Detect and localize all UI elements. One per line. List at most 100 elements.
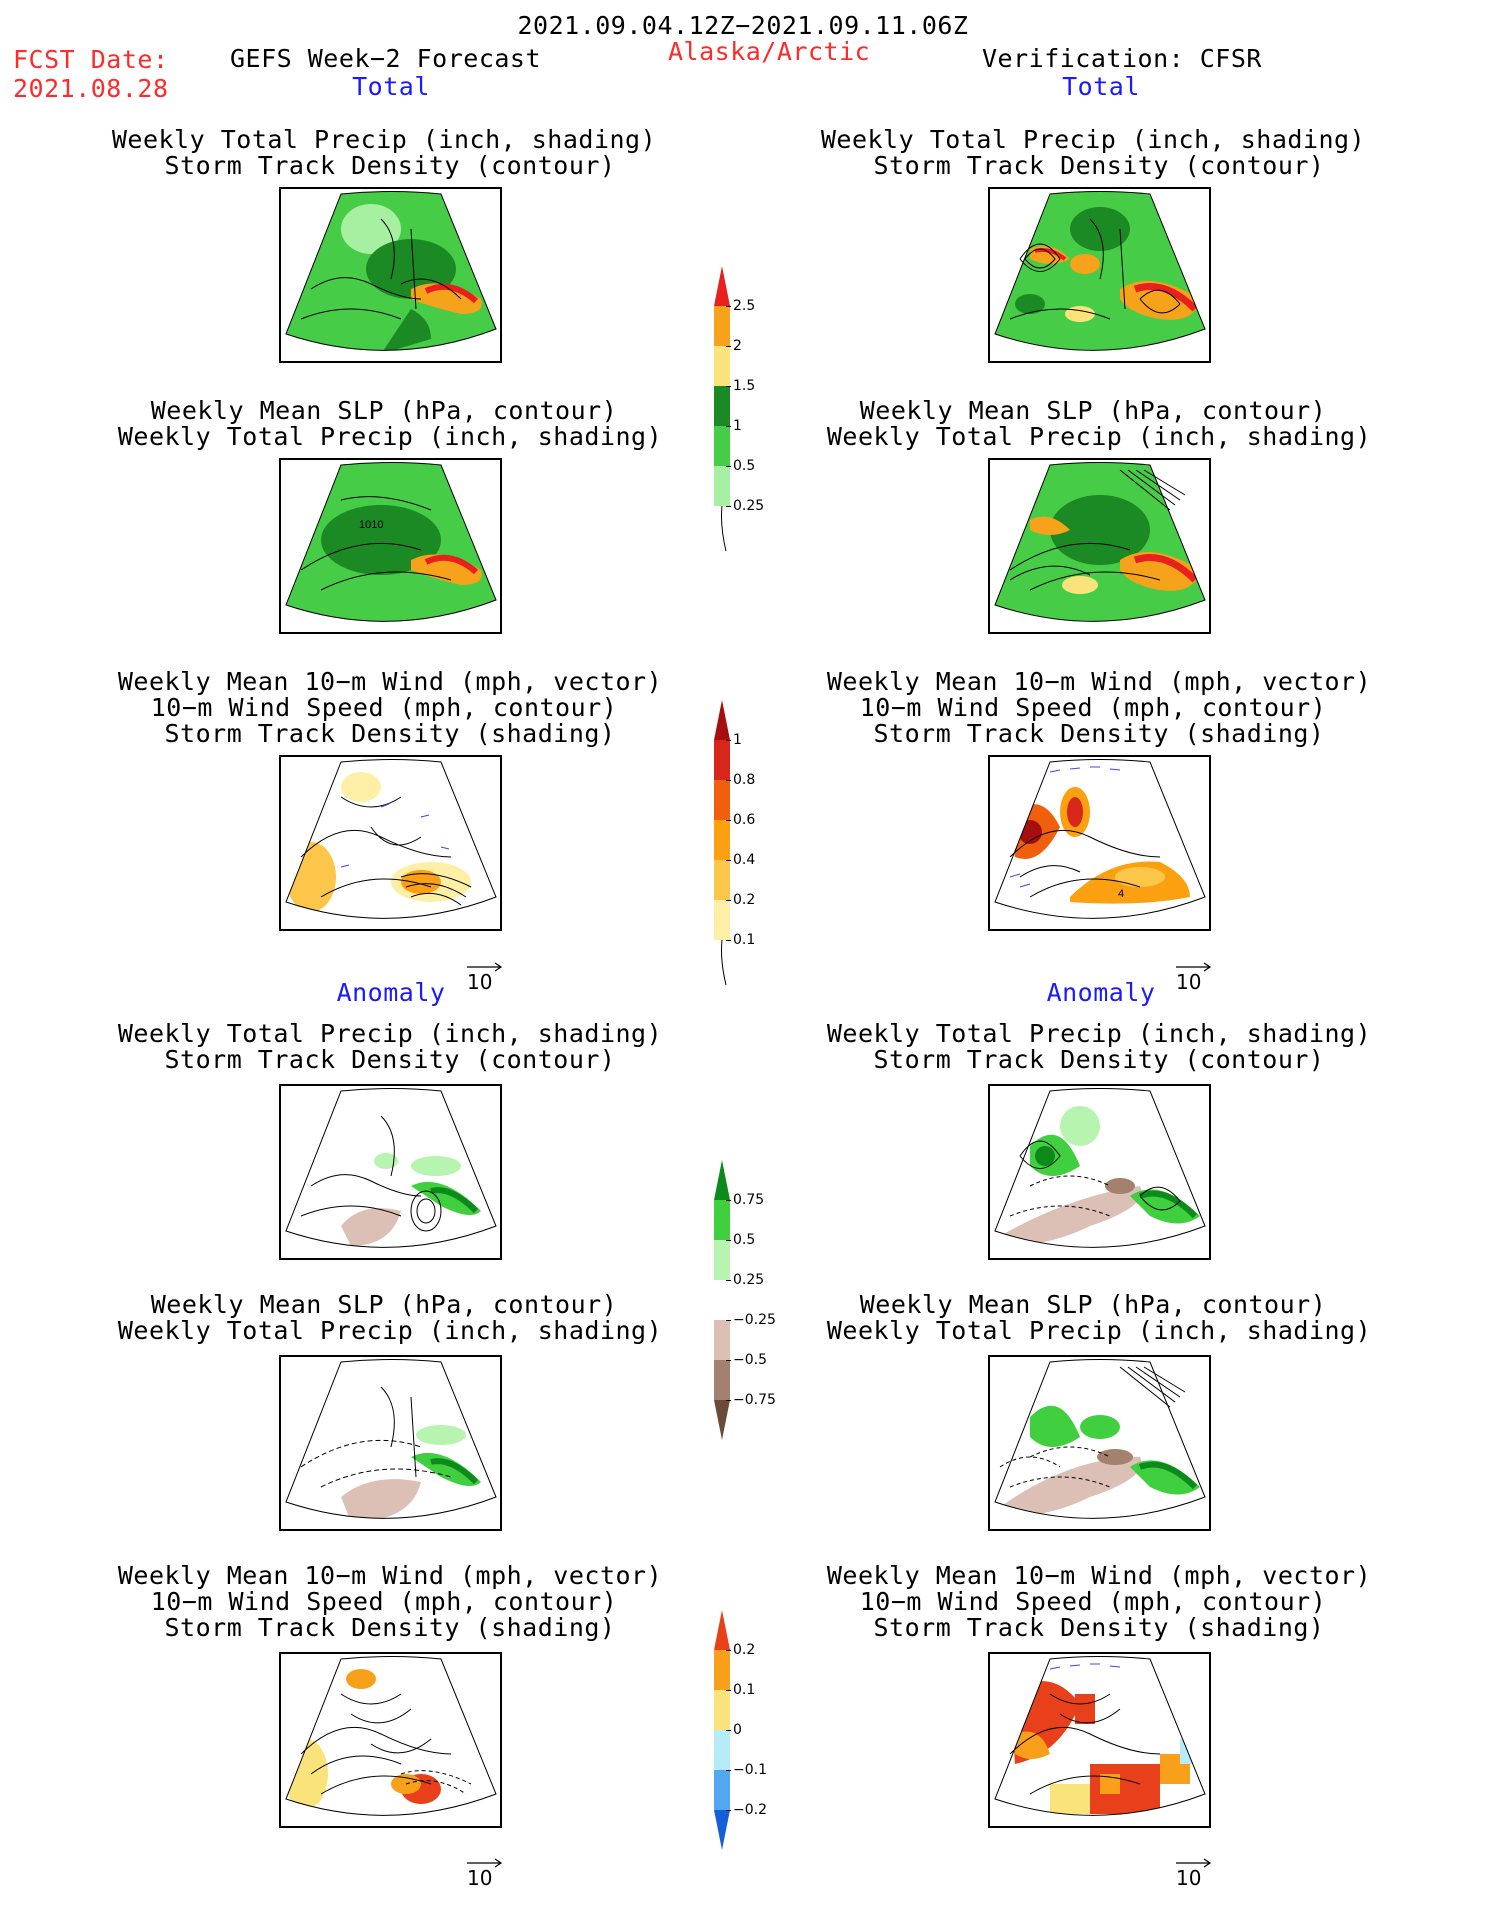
colorbar-tick <box>726 1400 731 1401</box>
map-total-slp-precip-forecast: 1010 <box>279 458 502 634</box>
fcst-date-value: 2021.08.28 <box>13 74 169 103</box>
colorbar-tick-label: −0.1 <box>733 1762 767 1778</box>
colorbar-tick-label: −0.2 <box>733 1802 767 1818</box>
map-anom-slp-precip-forecast <box>279 1355 502 1531</box>
colorbar-tick <box>726 740 731 741</box>
colorbar-tail <box>721 505 727 552</box>
title-l6-b: 10−m Wind Speed (mph, contour) <box>150 1587 618 1616</box>
title-r2-b: Weekly Total Precip (inch, shading) <box>826 422 1372 451</box>
colorbar-tick-label: 0.25 <box>733 1272 765 1288</box>
colorbar-swatch <box>714 1400 730 1440</box>
colorbar-swatch <box>714 1160 730 1200</box>
title-r3-b: 10−m Wind Speed (mph, contour) <box>859 693 1327 722</box>
colorbar-swatch <box>714 1280 730 1320</box>
colorbar-swatch <box>714 1320 730 1360</box>
title-l6-c: Storm Track Density (shading) <box>164 1613 616 1642</box>
map-total-wind-track-verif: 4 <box>988 755 1211 931</box>
map-anom-slp-precip-verif <box>988 1355 1211 1531</box>
colorbar-tick-label: 0.25 <box>733 498 765 514</box>
vector-ref-arrow-4 <box>1176 1858 1212 1868</box>
section-total-left: Total <box>352 72 430 101</box>
colorbar-swatch <box>714 1690 730 1730</box>
map-anom-wind-track-verif <box>988 1652 1211 1828</box>
colorbar-swatch <box>714 740 730 780</box>
colorbar-total_track <box>714 700 730 986</box>
title-r6-a: Weekly Mean 10−m Wind (mph, vector) <box>826 1561 1372 1590</box>
colorbar-swatch <box>714 1610 730 1650</box>
colorbar-tick <box>726 1360 731 1361</box>
section-total-right: Total <box>1062 72 1140 101</box>
colorbar-tick <box>726 1240 731 1241</box>
colorbar-tail <box>721 939 727 986</box>
vector-ref-arrow-2 <box>1176 962 1212 972</box>
colorbar-swatch <box>714 1240 730 1280</box>
colorbar-tick-label: 0.1 <box>733 1682 756 1698</box>
title-r6-c: Storm Track Density (shading) <box>873 1613 1325 1642</box>
colorbar-tick <box>726 506 731 507</box>
vector-ref-label-3: 10 <box>467 1866 493 1890</box>
colorbar-anom_track <box>714 1610 730 1850</box>
title-r6-b: 10−m Wind Speed (mph, contour) <box>859 1587 1327 1616</box>
vector-ref-arrow-3 <box>467 1858 503 1868</box>
colorbar-tick-label: −0.75 <box>733 1392 776 1408</box>
colorbar-swatch <box>714 1360 730 1400</box>
title-r3-a: Weekly Mean 10−m Wind (mph, vector) <box>826 667 1372 696</box>
title-l3-a: Weekly Mean 10−m Wind (mph, vector) <box>117 667 663 696</box>
period-title: 2021.09.04.12Z−2021.09.11.06Z <box>517 11 969 40</box>
title-l4-a: Weekly Total Precip (inch, shading) <box>117 1019 663 1048</box>
map-anom-precip-track-forecast <box>279 1084 502 1260</box>
colorbar-tick <box>726 780 731 781</box>
colorbar-tick <box>726 1280 731 1281</box>
section-anomaly-right: Anomaly <box>1046 978 1156 1007</box>
colorbar-swatch <box>714 346 730 386</box>
title-r1-b: Storm Track Density (contour) <box>873 151 1325 180</box>
vector-ref-label-1: 10 <box>467 970 493 994</box>
map-total-precip-track-verif <box>988 187 1211 363</box>
map-anom-wind-track-forecast <box>279 1652 502 1828</box>
colorbar-tick-label: 0.1 <box>733 932 756 948</box>
colorbar-tick <box>726 1650 731 1651</box>
title-r3-c: Storm Track Density (shading) <box>873 719 1325 748</box>
colorbar-tick-label: 0.75 <box>733 1192 765 1208</box>
colorbar-swatch <box>714 780 730 820</box>
colorbar-swatch <box>714 900 730 940</box>
colorbar-swatch <box>714 1730 730 1770</box>
colorbar-tick-label: 0 <box>733 1722 742 1738</box>
colorbar-tick <box>726 860 731 861</box>
section-anomaly-left: Anomaly <box>336 978 446 1007</box>
colorbar-tick-label: 2.5 <box>733 298 756 314</box>
colorbar-swatch <box>714 306 730 346</box>
colorbar-swatch <box>714 1810 730 1850</box>
colorbar-tick <box>726 820 731 821</box>
vector-ref-label-2: 10 <box>1176 970 1202 994</box>
colorbar-swatch <box>714 820 730 860</box>
colorbar-tick <box>726 346 731 347</box>
title-l1-b: Storm Track Density (contour) <box>164 151 616 180</box>
colorbar-tick-label: 1 <box>733 418 742 434</box>
colorbar-tick <box>726 1200 731 1201</box>
colorbar-swatch <box>714 1650 730 1690</box>
title-l2-a: Weekly Mean SLP (hPa, contour) <box>150 396 618 425</box>
title-l2-b: Weekly Total Precip (inch, shading) <box>117 422 663 451</box>
slp-1010-label: 1010 <box>359 519 383 531</box>
colorbar-tick <box>726 426 731 427</box>
title-l3-c: Storm Track Density (shading) <box>164 719 616 748</box>
colorbar-tick <box>726 466 731 467</box>
title-r5-a: Weekly Mean SLP (hPa, contour) <box>859 1290 1327 1319</box>
title-l4-b: Storm Track Density (contour) <box>164 1045 616 1074</box>
colorbar-anom_precip <box>714 1160 730 1440</box>
colorbar-tick-label: 1 <box>733 732 742 748</box>
colorbar-tick <box>726 1810 731 1811</box>
title-r4-b: Storm Track Density (contour) <box>873 1045 1325 1074</box>
title-l1-a: Weekly Total Precip (inch, shading) <box>111 125 657 154</box>
colorbar-swatch <box>714 466 730 506</box>
region-title: Alaska/Arctic <box>668 37 871 66</box>
title-r4-a: Weekly Total Precip (inch, shading) <box>826 1019 1372 1048</box>
colorbar-swatch <box>714 266 730 306</box>
map-total-slp-precip-verif <box>988 458 1211 634</box>
title-r5-b: Weekly Total Precip (inch, shading) <box>826 1316 1372 1345</box>
title-r2-a: Weekly Mean SLP (hPa, contour) <box>859 396 1327 425</box>
colorbar-tick-label: 0.5 <box>733 1232 756 1248</box>
title-r1-a: Weekly Total Precip (inch, shading) <box>820 125 1366 154</box>
map-total-wind-track-forecast <box>279 755 502 931</box>
